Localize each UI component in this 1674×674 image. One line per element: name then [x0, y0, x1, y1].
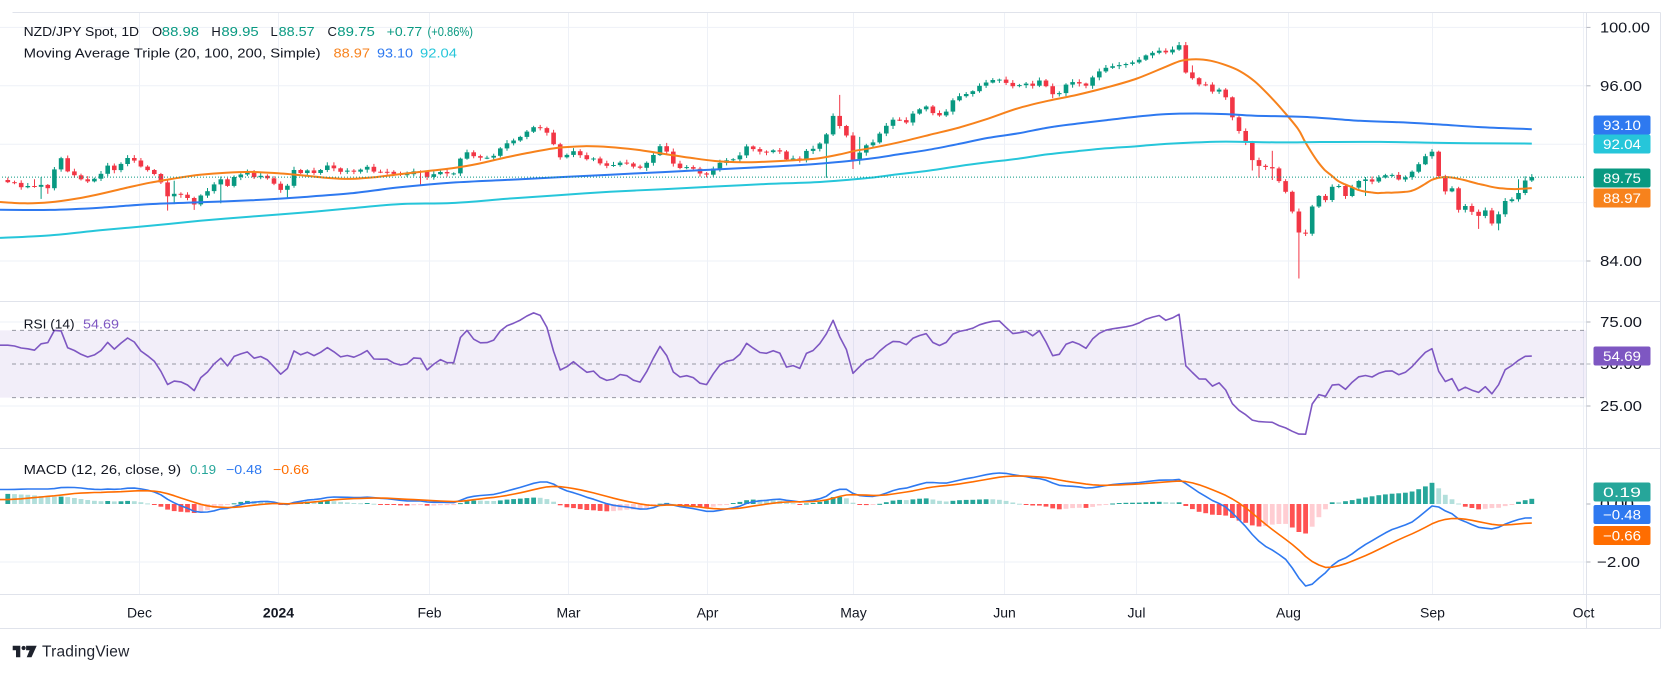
svg-text:Oct: Oct — [1573, 605, 1595, 621]
svg-text:88.97: 88.97 — [1603, 190, 1641, 206]
svg-text:RSI (14): RSI (14) — [24, 316, 75, 331]
svg-text:Moving Average Triple (20, 100: Moving Average Triple (20, 100, 200, Sim… — [24, 46, 321, 61]
svg-text:89.75: 89.75 — [1603, 170, 1641, 186]
svg-text:88.98: 88.98 — [162, 24, 199, 39]
svg-text:88.57: 88.57 — [279, 24, 315, 39]
svg-text:84.00: 84.00 — [1600, 254, 1642, 270]
svg-text:MACD (12, 26, close, 9): MACD (12, 26, close, 9) — [24, 462, 181, 477]
svg-text:TradingView: TradingView — [42, 644, 130, 661]
svg-text:Jun: Jun — [993, 605, 1016, 621]
svg-text:−0.66: −0.66 — [1603, 528, 1641, 544]
svg-text:96.00: 96.00 — [1600, 79, 1642, 95]
svg-text:H: H — [211, 24, 220, 39]
svg-text:75.00: 75.00 — [1600, 315, 1642, 331]
svg-text:Apr: Apr — [697, 605, 719, 621]
svg-text:−0.48: −0.48 — [1603, 507, 1641, 523]
svg-text:NZD/JPY Spot, 1D: NZD/JPY Spot, 1D — [24, 24, 140, 39]
svg-text:−0.66: −0.66 — [273, 462, 309, 477]
svg-text:Mar: Mar — [556, 605, 580, 621]
svg-text:C: C — [328, 24, 337, 39]
svg-text:Dec: Dec — [127, 605, 152, 621]
svg-text:0.19: 0.19 — [190, 462, 216, 477]
svg-text:54.69: 54.69 — [1603, 348, 1641, 364]
svg-text:2024: 2024 — [263, 605, 294, 621]
svg-text:May: May — [840, 605, 866, 621]
svg-text:Feb: Feb — [417, 605, 441, 621]
svg-text:93.10: 93.10 — [1603, 117, 1641, 133]
svg-text:(+0.86%): (+0.86%) — [428, 24, 474, 39]
svg-text:Sep: Sep — [1420, 605, 1445, 621]
svg-text:89.75: 89.75 — [337, 24, 375, 39]
svg-text:−0.48: −0.48 — [226, 462, 262, 477]
svg-text:54.69: 54.69 — [83, 316, 119, 331]
svg-text:92.04: 92.04 — [1603, 136, 1641, 152]
svg-text:92.04: 92.04 — [420, 46, 457, 61]
svg-text:+0.77: +0.77 — [387, 24, 423, 39]
svg-text:100.00: 100.00 — [1600, 20, 1650, 36]
svg-text:0.19: 0.19 — [1603, 484, 1641, 500]
svg-text:88.97: 88.97 — [334, 46, 371, 61]
svg-text:89.95: 89.95 — [221, 24, 258, 39]
svg-text:93.10: 93.10 — [377, 46, 413, 61]
svg-text:Aug: Aug — [1276, 605, 1301, 621]
svg-text:Jul: Jul — [1128, 605, 1146, 621]
svg-text:25.00: 25.00 — [1600, 399, 1642, 415]
svg-text:O: O — [152, 24, 162, 39]
svg-text:L: L — [271, 24, 278, 39]
svg-text:−2.00: −2.00 — [1597, 555, 1640, 571]
